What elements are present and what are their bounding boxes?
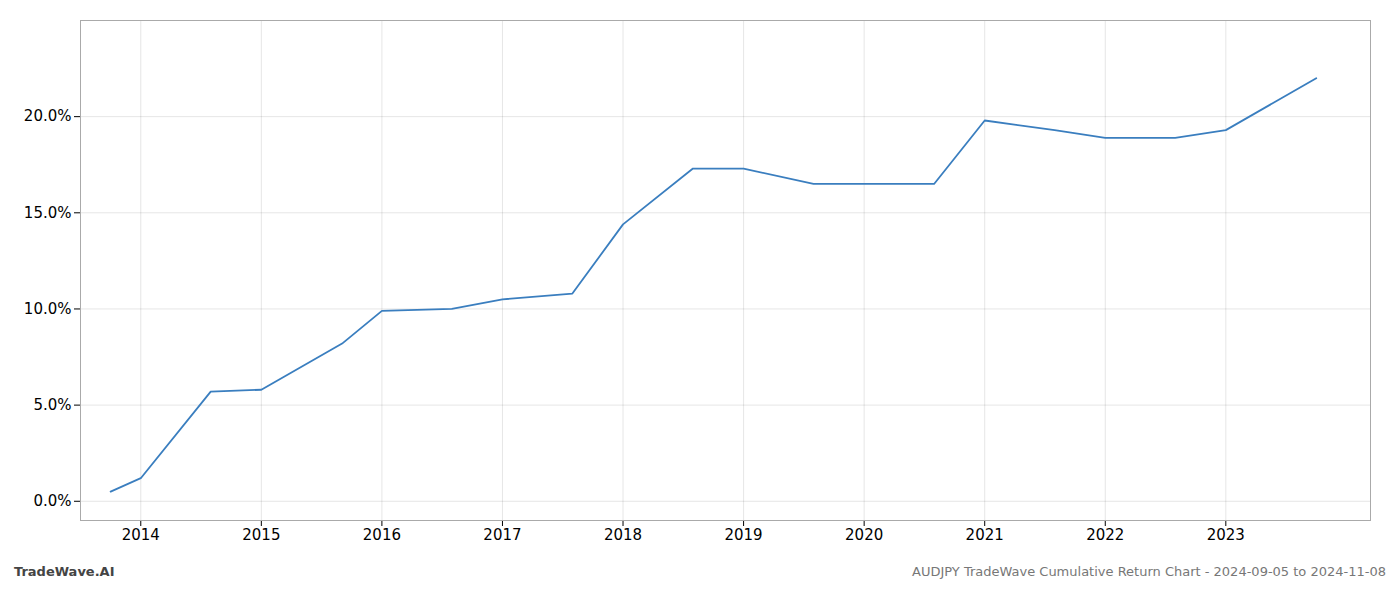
svg-text:0.0%: 0.0% xyxy=(33,492,71,510)
svg-text:2017: 2017 xyxy=(483,526,521,544)
svg-text:2015: 2015 xyxy=(242,526,280,544)
svg-text:2020: 2020 xyxy=(845,526,883,544)
svg-text:15.0%: 15.0% xyxy=(24,204,72,222)
html-text:AUDJPY TradeWave Cumulative Re: AUDJPY TradeWave Cumulative Return Chart… xyxy=(912,564,1386,579)
svg-text:2022: 2022 xyxy=(1086,526,1124,544)
svg-text:10.0%: 10.0% xyxy=(24,300,72,318)
svg-text:2021: 2021 xyxy=(966,526,1004,544)
svg-text:2018: 2018 xyxy=(604,526,642,544)
html-text:TradeWave.AI: TradeWave.AI xyxy=(14,564,115,579)
svg-text:2023: 2023 xyxy=(1207,526,1245,544)
svg-text:20.0%: 20.0% xyxy=(24,107,72,125)
svg-text:2019: 2019 xyxy=(724,526,762,544)
svg-text:5.0%: 5.0% xyxy=(33,396,71,414)
svg-text:2014: 2014 xyxy=(122,526,160,544)
svg-text:2016: 2016 xyxy=(363,526,401,544)
